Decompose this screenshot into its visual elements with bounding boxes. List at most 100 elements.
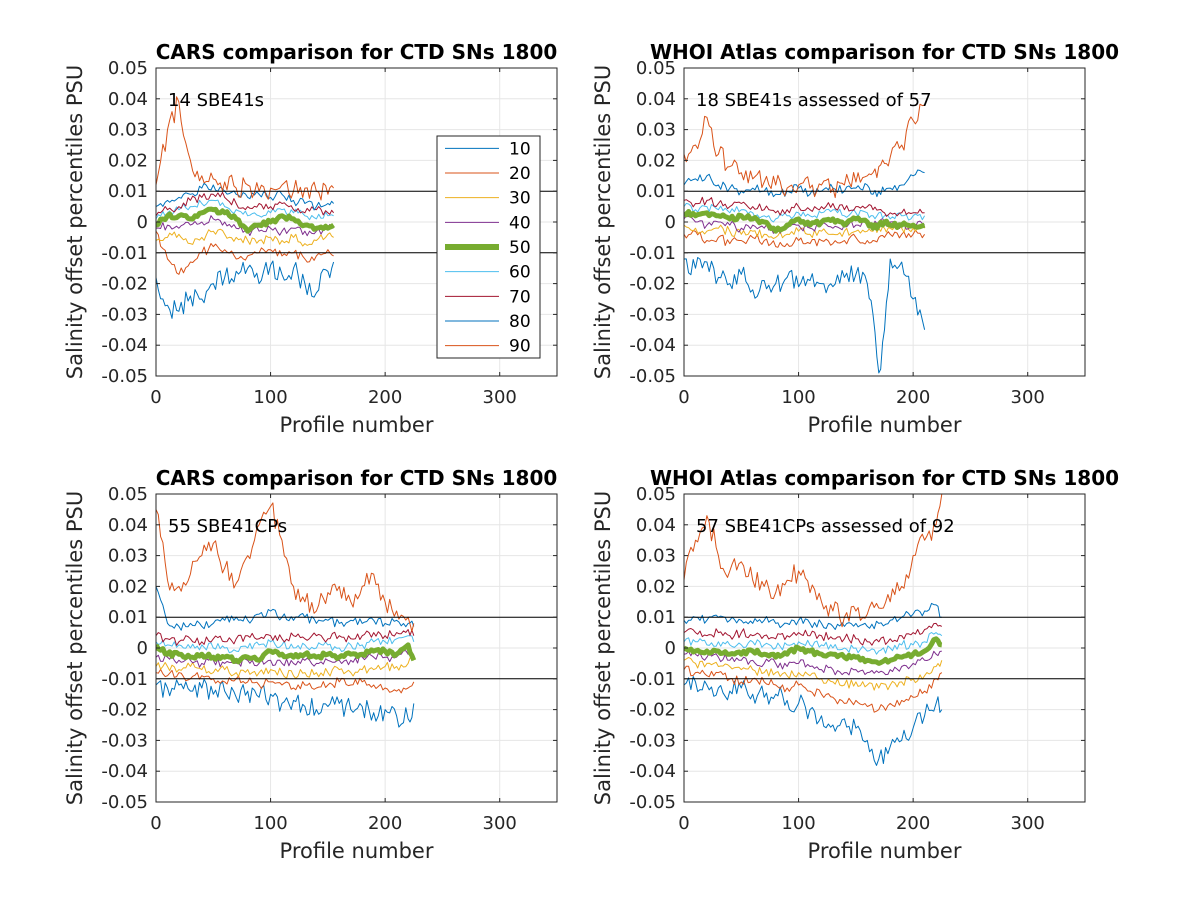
y-tick-label: 0	[137, 638, 148, 659]
y-tick-label: 0.04	[636, 515, 676, 536]
y-tick-label: -0.04	[629, 335, 676, 356]
y-axis-label: Salinity offset percentiles PSU	[63, 491, 87, 805]
legend-label-p30: 30	[509, 189, 531, 209]
series-line-p50	[156, 642, 417, 665]
series-line-p40	[156, 650, 414, 668]
series-line-p90	[156, 96, 334, 201]
plot-title: CARS comparison for CTD SNs 1800	[156, 466, 558, 490]
y-tick-label: 0.02	[108, 150, 148, 171]
legend-label-p10: 10	[509, 139, 531, 159]
x-tick-label: 100	[253, 813, 287, 834]
y-tick-label: -0.03	[629, 730, 676, 751]
x-tick-label: 200	[896, 387, 930, 408]
y-tick-label: -0.02	[629, 274, 676, 295]
panel-2: 0 100 200 300 -0.05 -0.04 -0.03 -0.02 -0.01 0 0.01…	[591, 40, 1119, 437]
legend-label-p80: 80	[509, 312, 531, 332]
y-tick-label: 0.02	[108, 576, 148, 597]
legend-label-p20: 20	[509, 164, 531, 184]
plot-title: WHOI Atlas comparison for CTD SNs 1800	[650, 40, 1119, 64]
legend-label-p60: 60	[509, 263, 531, 283]
y-axis-label: Salinity offset percentiles PSU	[591, 491, 615, 805]
x-tick-label: 300	[483, 387, 517, 408]
x-tick-label: 200	[368, 387, 402, 408]
y-tick-label: -0.01	[101, 243, 148, 264]
x-tick-label: 0	[150, 387, 161, 408]
y-tick-label: -0.05	[629, 792, 676, 813]
x-tick-label: 0	[678, 387, 689, 408]
series-line-p60	[684, 202, 926, 223]
legend-label-p70: 70	[509, 287, 531, 307]
y-tick-label: 0.04	[636, 89, 676, 110]
series-line-p50	[684, 209, 926, 234]
series-group	[684, 103, 926, 374]
y-tick-label: 0.01	[636, 607, 676, 628]
series-line-p70	[684, 622, 943, 646]
series-group	[156, 96, 336, 319]
y-tick-label: 0.02	[636, 150, 676, 171]
x-axis-label: Profile number	[280, 413, 434, 437]
y-tick-label: 0.05	[636, 58, 676, 79]
series-line-p80	[156, 182, 334, 211]
y-axis-label: Salinity offset percentiles PSU	[591, 65, 615, 379]
y-tick-label: 0.05	[636, 484, 676, 505]
y-tick-label: -0.05	[101, 366, 148, 387]
series-line-p50	[156, 206, 336, 234]
y-tick-label: 0.03	[108, 120, 148, 141]
x-tick-label: 0	[678, 813, 689, 834]
x-tick-label: 100	[781, 813, 815, 834]
series-line-p30	[684, 656, 943, 691]
series-line-p50	[684, 636, 943, 666]
series-line-p90	[156, 502, 415, 632]
legend: 10 20 30 40 50 60 70 80 90	[436, 135, 541, 359]
series-line-p20	[684, 665, 943, 713]
y-tick-label: -0.02	[629, 700, 676, 721]
series-line-p70	[156, 191, 334, 217]
y-tick-label: -0.04	[101, 335, 148, 356]
y-tick-label: 0.02	[636, 576, 676, 597]
y-tick-label: -0.01	[101, 669, 148, 690]
x-tick-label: 100	[781, 387, 815, 408]
y-tick-label: 0.03	[108, 546, 148, 567]
series-line-p80	[684, 602, 942, 630]
y-axis-label: Salinity offset percentiles PSU	[63, 65, 87, 379]
series-line-p70	[156, 629, 415, 646]
y-tick-label: 0	[665, 212, 676, 233]
y-tick-label: 0.05	[108, 484, 148, 505]
panel-1: 0 100 200 300 -0.05 -0.04 -0.03 -0.02 -0.01 0 0.01…	[63, 40, 558, 437]
series-line-p20	[684, 229, 926, 248]
y-tick-label: 0.01	[108, 607, 148, 628]
series-line-p30	[684, 223, 926, 239]
series-line-p10	[156, 260, 335, 319]
annotation-text: 14 SBE41s	[168, 90, 264, 111]
y-tick-label: -0.03	[629, 304, 676, 325]
series-line-p60	[156, 199, 334, 221]
series-line-p30	[156, 228, 334, 247]
y-tick-label: 0.01	[108, 181, 148, 202]
y-tick-label: 0.04	[108, 515, 148, 536]
annotation-text: 55 SBE41CPs	[168, 516, 287, 537]
plot-title: WHOI Atlas comparison for CTD SNs 1800	[650, 466, 1119, 490]
x-tick-label: 100	[253, 387, 287, 408]
panel-3: 0 100 200 300 -0.05 -0.04 -0.03 -0.02 -0.01 0 0.01…	[63, 466, 558, 863]
series-line-p90	[684, 103, 925, 199]
x-axis-label: Profile number	[808, 413, 962, 437]
x-tick-label: 200	[896, 813, 930, 834]
annotation-text: 18 SBE41s assessed of 57	[696, 90, 932, 111]
x-axis-label: Profile number	[280, 839, 434, 863]
series-line-p10	[156, 678, 415, 728]
series-group	[156, 502, 417, 728]
y-tick-label: 0.01	[636, 181, 676, 202]
legend-label-p90: 90	[509, 337, 531, 357]
x-tick-label: 0	[150, 813, 161, 834]
series-group	[684, 494, 943, 766]
x-tick-label: 200	[368, 813, 402, 834]
legend-label-p40: 40	[509, 213, 531, 233]
y-tick-label: 0	[665, 638, 676, 659]
series-line-p20	[156, 230, 334, 275]
y-tick-label: -0.05	[629, 366, 676, 387]
y-tick-label: -0.03	[101, 304, 148, 325]
y-tick-label: -0.01	[629, 669, 676, 690]
x-tick-label: 300	[1011, 387, 1045, 408]
plot-title: CARS comparison for CTD SNs 1800	[156, 40, 558, 64]
